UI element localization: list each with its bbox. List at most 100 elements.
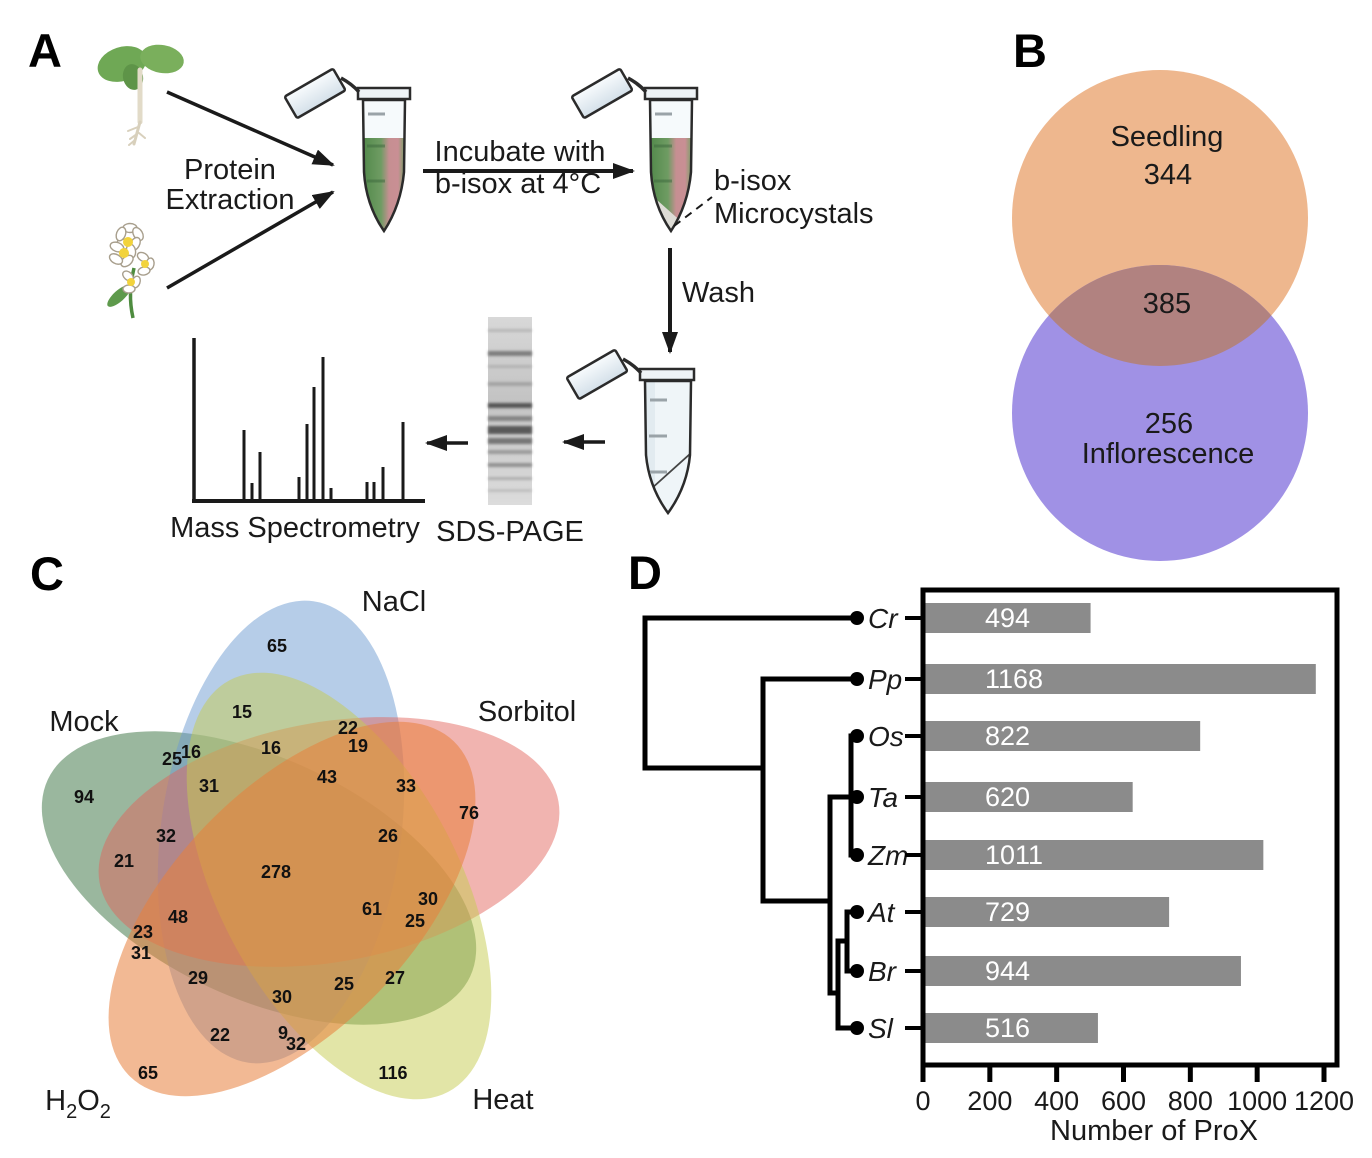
x-tick-label: 1000 xyxy=(1227,1086,1287,1116)
bar-value-Zm: 1011 xyxy=(985,840,1043,870)
panel-a-label: A xyxy=(28,24,62,77)
species-label-Zm: Zm xyxy=(867,840,908,871)
venn-region-count: 31 xyxy=(199,776,219,796)
x-tick-label: 600 xyxy=(1101,1086,1146,1116)
venn-b-inflorescence-count: 256 xyxy=(1145,408,1193,440)
venn-region-count: 31 xyxy=(131,943,151,963)
venn-region-count: 22 xyxy=(210,1025,230,1045)
bar-At xyxy=(925,897,1170,927)
venn-region-count: 27 xyxy=(385,968,405,988)
venn-region-count: 43 xyxy=(317,767,337,787)
plot-frame xyxy=(920,587,1340,1068)
wash-label: Wash xyxy=(682,277,755,309)
venn-region-count: 32 xyxy=(286,1034,306,1054)
panel-d-label: D xyxy=(628,546,662,599)
species-label-Br: Br xyxy=(868,956,898,987)
species-label-Os: Os xyxy=(868,721,904,752)
bar-Pp xyxy=(925,664,1316,694)
bar-value-Cr: 494 xyxy=(985,603,1030,633)
bar-Zm xyxy=(925,840,1264,870)
venn-region-count: 21 xyxy=(114,851,134,871)
tree-tip-dot-Ta xyxy=(850,790,864,804)
tree-tip-dot-Cr xyxy=(850,611,864,625)
bar-Os xyxy=(925,721,1201,751)
venn-region-count: 9 xyxy=(278,1023,288,1043)
venn-b-overlap-count: 385 xyxy=(1143,288,1191,320)
venn-region-count: 65 xyxy=(138,1063,158,1083)
tree-tip-dot-Zm xyxy=(850,848,864,862)
incubate-line1: Incubate with xyxy=(435,136,606,168)
bisox-line2: Microcystals xyxy=(714,198,874,230)
venn-region-count: 61 xyxy=(362,899,382,919)
callout-dashed-line xyxy=(673,196,713,227)
venn-b-overlap-region xyxy=(1012,265,1308,366)
species-label-At: At xyxy=(866,897,896,928)
bar-Br xyxy=(925,956,1241,986)
bar-value-Sl: 516 xyxy=(985,1013,1030,1043)
venn-region-count: 33 xyxy=(396,776,416,796)
bar-value-Ta: 620 xyxy=(985,782,1030,812)
arrow-seedling-to-tube xyxy=(166,90,335,167)
flower-illustration xyxy=(107,222,155,319)
venn-region-count: 15 xyxy=(232,702,252,722)
venn-region-count: 25 xyxy=(162,749,182,769)
tube-cap-icon xyxy=(284,68,347,119)
bar-series xyxy=(925,603,1316,1043)
venn-c-mock-label: Mock xyxy=(49,706,119,738)
panel-d: D Cr Pp Os Ta Zm At Br Sl 494 1168 822 620 1011 729 9… xyxy=(628,546,1354,1147)
bar-value-Os: 822 xyxy=(985,721,1030,751)
venn-region-count: 25 xyxy=(405,911,425,931)
venn-region-count: 26 xyxy=(378,826,398,846)
x-tick-label: 1200 xyxy=(1294,1086,1354,1116)
venn-c-h2o2-label: H2O2 xyxy=(45,1085,111,1123)
venn-region-count: 22 xyxy=(338,718,358,738)
panel-b-label: B xyxy=(1013,24,1047,77)
gel-lane-icon xyxy=(488,317,532,505)
species-label-Ta: Ta xyxy=(868,782,898,813)
tree-tip-dot-Sl xyxy=(850,1021,864,1035)
tree-branch-root-cr xyxy=(642,615,858,771)
venn-region-count: 16 xyxy=(261,738,281,758)
bar-value-labels: 494 1168 822 620 1011 729 944 516 xyxy=(985,603,1043,1043)
mass-spectrum-icon xyxy=(192,338,425,503)
protein-extraction-line2: Extraction xyxy=(166,184,295,216)
x-axis-ticks: 0 200 400 600 800 1000 1200 xyxy=(915,1065,1354,1116)
phylo-tree xyxy=(642,615,858,1031)
venn-region-count: 25 xyxy=(334,974,354,994)
venn-c-nacl-label: NaCl xyxy=(362,586,426,618)
venn-c-h2o2-ellipse xyxy=(108,721,476,1097)
venn-c-sorbitol-label: Sorbitol xyxy=(478,696,576,728)
venn-region-count: 23 xyxy=(133,922,153,942)
bar-value-At: 729 xyxy=(985,897,1030,927)
panel-c: C Mock NaCl Sorbitol Heat H2O2 651522192… xyxy=(30,547,576,1123)
venn-region-count: 48 xyxy=(168,907,188,927)
tree-branch-at-br xyxy=(844,909,858,974)
bar-value-Br: 944 xyxy=(985,956,1030,986)
x-tick-label: 800 xyxy=(1168,1086,1213,1116)
x-tick-label: 400 xyxy=(1034,1086,1079,1116)
venn-region-count: 94 xyxy=(74,787,94,807)
venn-region-count: 32 xyxy=(156,826,176,846)
venn-region-count: 16 xyxy=(181,742,201,762)
bisox-line1: b-isox xyxy=(714,165,792,197)
panel-a: A xyxy=(28,24,874,548)
bar-Sl xyxy=(925,1013,1098,1043)
seedling-illustration xyxy=(97,44,184,146)
bar-value-Pp: 1168 xyxy=(985,664,1043,694)
venn-region-count: 116 xyxy=(378,1063,407,1083)
x-tick-label: 0 xyxy=(915,1086,930,1116)
tree-branch-ta-spine xyxy=(827,794,858,996)
venn-region-count: 29 xyxy=(188,968,208,988)
species-label-Sl: Sl xyxy=(868,1013,894,1044)
tree-branch-sl xyxy=(835,938,858,1031)
mass-spectrometry-label: Mass Spectrometry xyxy=(170,512,420,544)
panel-c-label: C xyxy=(30,547,64,600)
x-tick-label: 200 xyxy=(967,1086,1012,1116)
venn-region-count: 30 xyxy=(418,889,438,909)
tree-tip-dot-Br xyxy=(850,964,864,978)
venn-b-seedling-label: Seedling xyxy=(1111,121,1224,153)
venn-c-heat-label: Heat xyxy=(472,1084,533,1116)
